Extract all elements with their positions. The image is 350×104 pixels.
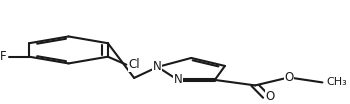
Text: Cl: Cl	[128, 58, 140, 71]
Text: N: N	[174, 73, 182, 86]
Text: O: O	[266, 90, 275, 103]
Text: N: N	[153, 60, 161, 73]
Text: F: F	[0, 50, 6, 63]
Text: CH₃: CH₃	[327, 77, 347, 87]
Text: O: O	[284, 71, 293, 84]
